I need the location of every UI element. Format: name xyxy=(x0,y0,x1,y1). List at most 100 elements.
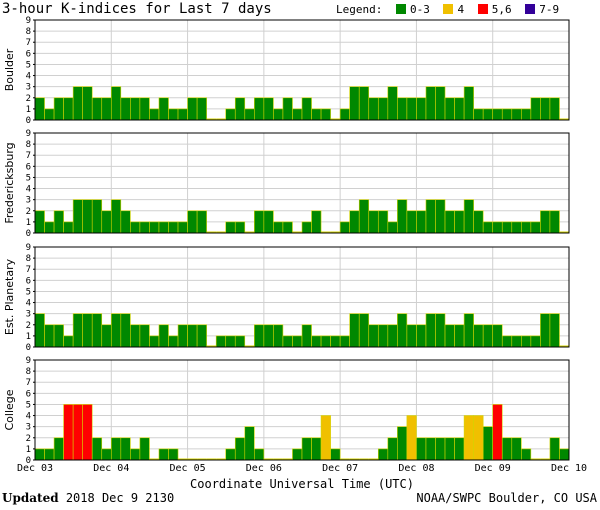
bar-boulder xyxy=(187,97,198,121)
y-tick-label-est-planetary: 2 xyxy=(26,321,31,331)
bar-est-planetary xyxy=(44,324,55,348)
bar-est-planetary xyxy=(292,335,303,348)
y-tick-label-est-planetary: 9 xyxy=(26,243,31,253)
bar-fredericksburg xyxy=(358,199,370,234)
bar-college xyxy=(101,448,112,461)
bar-college xyxy=(349,458,360,460)
bar-est-planetary xyxy=(511,335,522,348)
bar-college xyxy=(530,458,541,460)
bar-fredericksburg xyxy=(234,221,246,234)
bar-fredericksburg xyxy=(321,231,331,233)
bar-est-planetary xyxy=(559,345,569,347)
bar-fredericksburg xyxy=(368,210,379,234)
bar-fredericksburg xyxy=(149,221,160,234)
bar-est-planetary xyxy=(397,313,408,348)
bar-boulder xyxy=(63,97,74,121)
legend-swatch-yellow xyxy=(443,4,454,14)
bar-est-planetary xyxy=(101,324,112,348)
legend-text-7-9: 7-9 xyxy=(539,3,560,16)
bar-est-planetary xyxy=(377,324,389,348)
bar-est-planetary xyxy=(149,335,160,348)
bar-boulder xyxy=(244,108,255,121)
bar-boulder xyxy=(435,86,446,121)
bar-college xyxy=(273,458,283,460)
y-tick-label-boulder: 5 xyxy=(26,60,31,70)
bar-college xyxy=(254,448,265,461)
bar-boulder xyxy=(206,118,217,120)
bar-fredericksburg xyxy=(177,221,188,234)
bar-college xyxy=(340,458,350,460)
bar-est-planetary xyxy=(225,335,236,348)
bar-est-planetary xyxy=(444,324,455,348)
y-tick-label-college: 0 xyxy=(26,456,31,466)
y-tick-label-boulder: 3 xyxy=(26,83,31,93)
bar-college xyxy=(301,437,312,461)
bar-boulder xyxy=(34,97,45,121)
bar-college xyxy=(206,458,217,460)
bar-est-planetary xyxy=(130,324,141,348)
bar-fredericksburg xyxy=(473,210,484,234)
x-tick-label: Dec 04 xyxy=(93,463,129,474)
bar-fredericksburg xyxy=(492,221,503,234)
bar-fredericksburg xyxy=(63,221,74,234)
bar-boulder xyxy=(349,86,360,121)
panel-frame-fredericksburg xyxy=(34,132,570,234)
bar-college xyxy=(549,437,560,461)
bar-est-planetary xyxy=(387,324,398,348)
y-tick-label-fredericksburg: 9 xyxy=(26,129,31,139)
legend-swatch-green xyxy=(395,4,406,14)
bar-fredericksburg xyxy=(444,210,455,234)
bar-boulder xyxy=(273,108,284,121)
bar-college xyxy=(130,448,141,461)
y-tick-label-fredericksburg: 6 xyxy=(26,162,31,172)
panel-frame-boulder xyxy=(34,19,570,121)
bar-est-planetary xyxy=(349,313,360,348)
bar-college xyxy=(406,415,417,461)
bar-college xyxy=(435,437,446,461)
bar-college xyxy=(463,415,474,461)
y-tick-label-boulder: 6 xyxy=(26,49,31,59)
bar-fredericksburg xyxy=(377,210,389,234)
bar-fredericksburg xyxy=(110,199,122,234)
bar-boulder xyxy=(130,97,141,121)
bar-college xyxy=(82,404,93,461)
bar-fredericksburg xyxy=(387,221,398,234)
bar-est-planetary xyxy=(177,324,188,348)
bar-college xyxy=(34,448,45,461)
bar-boulder xyxy=(406,97,417,121)
updated-label: Updated xyxy=(2,491,59,505)
bar-college xyxy=(120,437,131,461)
bar-boulder xyxy=(72,86,83,121)
y-tick-label-college: 1 xyxy=(26,445,31,455)
bar-est-planetary xyxy=(206,345,217,347)
bar-est-planetary xyxy=(482,324,494,348)
bar-boulder xyxy=(263,97,274,121)
bar-est-planetary xyxy=(521,335,532,348)
bar-fredericksburg xyxy=(425,199,436,234)
bar-boulder xyxy=(158,97,169,121)
panel-label-college: College xyxy=(3,389,16,430)
bar-boulder xyxy=(397,97,408,121)
bar-boulder xyxy=(521,108,532,121)
bar-boulder xyxy=(549,97,560,121)
bar-fredericksburg xyxy=(463,199,474,234)
bar-fredericksburg xyxy=(254,210,265,234)
bar-college xyxy=(425,437,436,461)
bar-fredericksburg xyxy=(120,210,131,234)
bar-est-planetary xyxy=(120,313,131,348)
panel-frame-college xyxy=(34,359,570,461)
bar-est-planetary xyxy=(82,313,93,348)
bar-boulder xyxy=(482,108,494,121)
bar-est-planetary xyxy=(53,324,64,348)
bar-est-planetary xyxy=(492,324,503,348)
y-tick-label-est-planetary: 7 xyxy=(26,265,31,275)
bar-est-planetary xyxy=(187,324,198,348)
bar-fredericksburg xyxy=(416,210,427,234)
bar-college xyxy=(521,448,532,461)
bar-college xyxy=(320,415,331,461)
bar-fredericksburg xyxy=(82,199,93,234)
bar-boulder xyxy=(53,97,64,121)
y-tick-label-fredericksburg: 3 xyxy=(26,196,31,206)
legend-swatch-purple xyxy=(525,4,536,14)
bar-college xyxy=(330,448,341,461)
